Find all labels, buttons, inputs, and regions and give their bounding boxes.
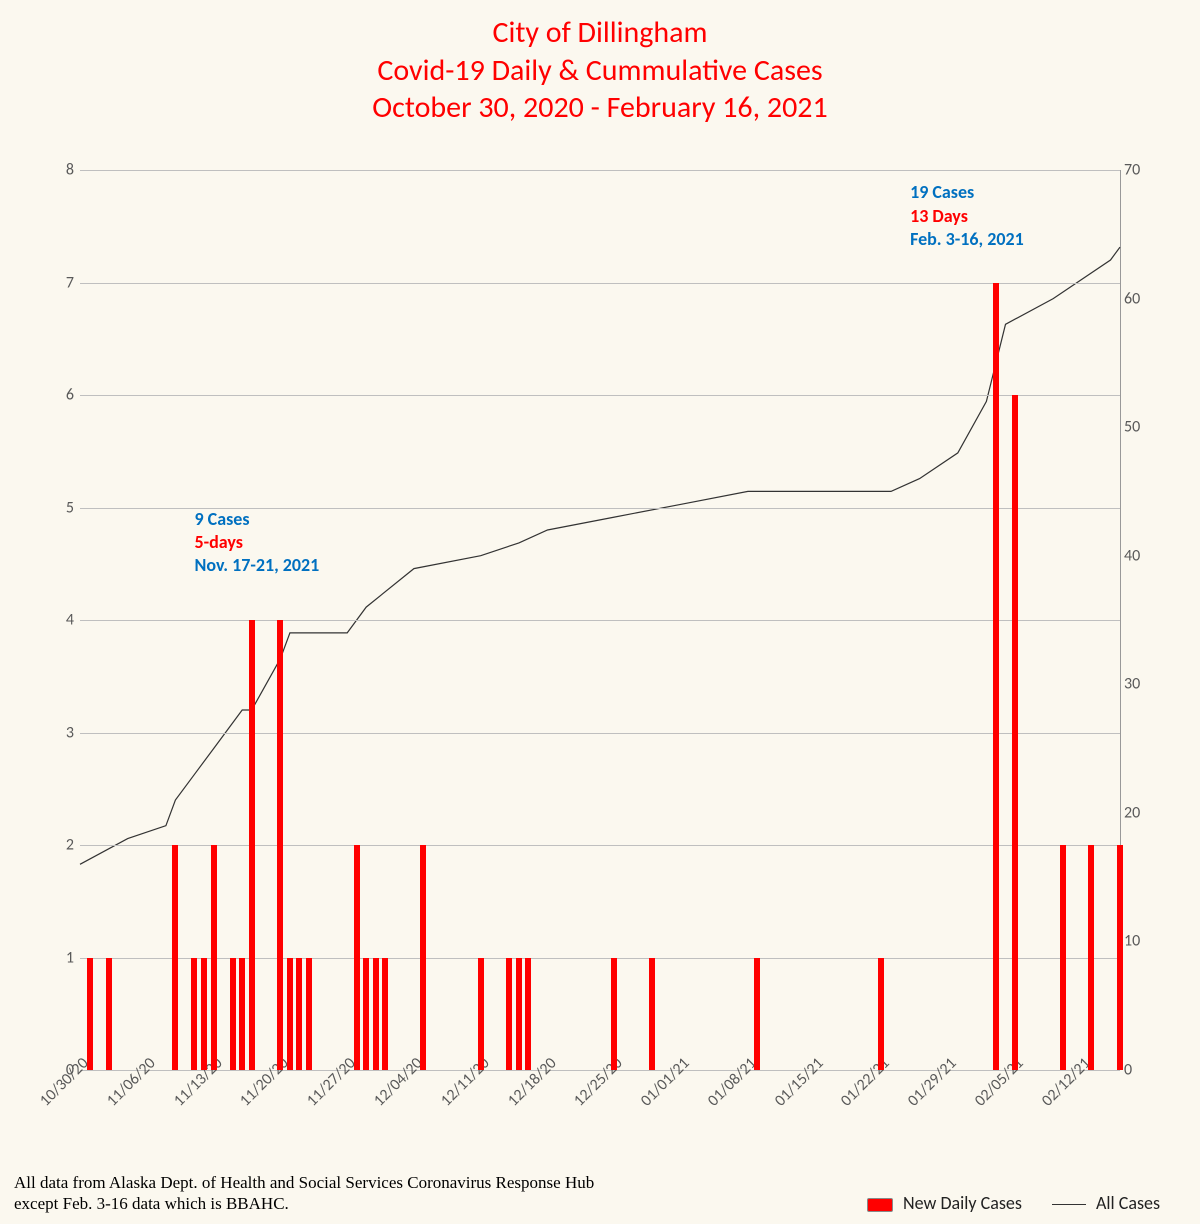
bar (382, 958, 388, 1071)
chart-area: 01234567801020304050607010/30/2011/06/20… (40, 160, 1160, 1120)
y-right-tick: 40 (1124, 546, 1154, 565)
bar (1117, 845, 1123, 1070)
annotation: 9 Cases5-daysNov. 17-21, 2021 (194, 508, 319, 578)
legend-item-line: All Cases (1052, 1192, 1160, 1214)
bar (106, 958, 112, 1071)
bar (211, 845, 217, 1070)
y-left-tick: 7 (50, 273, 74, 292)
bar (878, 958, 884, 1071)
legend-label-line: All Cases (1096, 1192, 1160, 1214)
y-left-tick: 8 (50, 161, 74, 180)
y-right-tick: 60 (1124, 289, 1154, 308)
footnote-line-2: except Feb. 3-16 data which is BBAHC. (14, 1194, 594, 1214)
title-line-3: October 30, 2020 - February 16, 2021 (0, 89, 1200, 127)
bar (506, 958, 512, 1071)
y-right-tick: 70 (1124, 161, 1154, 180)
annotation-line: 5-days (194, 531, 319, 554)
bar (649, 958, 655, 1071)
bar (363, 958, 369, 1071)
y-left-tick: 6 (50, 386, 74, 405)
footnote: All data from Alaska Dept. of Health and… (14, 1173, 594, 1214)
annotation-line: 19 Cases (910, 181, 1024, 204)
legend-label-bars: New Daily Cases (903, 1192, 1022, 1214)
bar (754, 958, 760, 1071)
bar (249, 620, 255, 1070)
gridline (80, 958, 1120, 959)
chart-title: City of Dillingham Covid-19 Daily & Cumm… (0, 0, 1200, 127)
y-left-tick: 1 (50, 948, 74, 967)
footnote-line-1: All data from Alaska Dept. of Health and… (14, 1173, 594, 1193)
annotation-line: 9 Cases (194, 508, 319, 531)
annotation-line: Nov. 17-21, 2021 (194, 554, 319, 577)
bar (287, 958, 293, 1071)
bar (191, 958, 197, 1071)
legend-item-bars: New Daily Cases (867, 1192, 1022, 1214)
bar (239, 958, 245, 1071)
bar (478, 958, 484, 1071)
bar (277, 620, 283, 1070)
annotation: 19 Cases13 DaysFeb. 3-16, 2021 (910, 181, 1024, 251)
bar (172, 845, 178, 1070)
plot-area: 01234567801020304050607010/30/2011/06/20… (80, 170, 1121, 1070)
bar (1012, 395, 1018, 1070)
gridline (80, 170, 1120, 171)
y-left-tick: 5 (50, 498, 74, 517)
y-right-tick: 10 (1124, 932, 1154, 951)
annotation-line: 13 Days (910, 205, 1024, 228)
title-line-2: Covid-19 Daily & Cummulative Cases (0, 52, 1200, 90)
legend: New Daily Cases All Cases (867, 1192, 1160, 1214)
legend-swatch-line (1052, 1204, 1086, 1205)
bar (525, 958, 531, 1071)
y-left-tick: 4 (50, 611, 74, 630)
bar (87, 958, 93, 1071)
gridline (80, 845, 1120, 846)
y-left-tick: 2 (50, 836, 74, 855)
y-right-tick: 30 (1124, 675, 1154, 694)
gridline (80, 283, 1120, 284)
bar (1060, 845, 1066, 1070)
bar (354, 845, 360, 1070)
bar (516, 958, 522, 1071)
bar (306, 958, 312, 1071)
y-right-tick: 0 (1124, 1061, 1154, 1080)
bar (201, 958, 207, 1071)
bar (230, 958, 236, 1071)
legend-swatch-bar (867, 1198, 893, 1212)
gridline (80, 733, 1120, 734)
y-right-tick: 50 (1124, 418, 1154, 437)
bar (420, 845, 426, 1070)
bar (993, 283, 999, 1071)
title-line-1: City of Dillingham (0, 14, 1200, 52)
page: City of Dillingham Covid-19 Daily & Cumm… (0, 0, 1200, 1224)
bar (373, 958, 379, 1071)
gridline (80, 620, 1120, 621)
bar (611, 958, 617, 1071)
y-left-tick: 3 (50, 723, 74, 742)
bar (296, 958, 302, 1071)
gridline (80, 395, 1120, 396)
bar (1088, 845, 1094, 1070)
annotation-line: Feb. 3-16, 2021 (910, 228, 1024, 251)
y-right-tick: 20 (1124, 803, 1154, 822)
